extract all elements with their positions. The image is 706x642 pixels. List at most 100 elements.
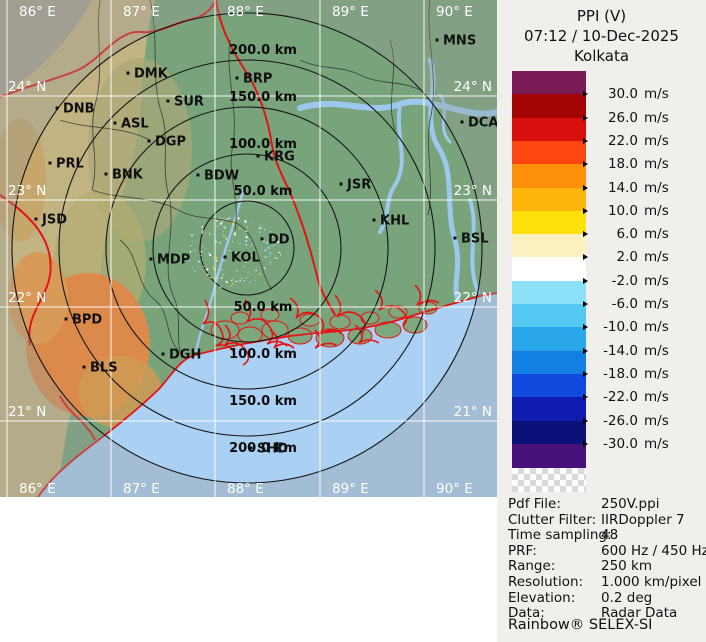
echo-pixel [269, 253, 272, 256]
lat-label: 22° N [454, 290, 492, 306]
echo-pixel [267, 246, 270, 249]
legend-unit: m/s [644, 86, 669, 103]
echo-pixel [221, 218, 223, 219]
lon-label: 89° E [332, 481, 369, 497]
legend-tick-icon [583, 301, 588, 307]
echo-pixel [243, 280, 245, 281]
meta-row: Time sampling: 48 [508, 528, 700, 544]
echo-pixel [260, 227, 262, 229]
city-label: PRL [56, 157, 84, 172]
echo-pixel [223, 225, 225, 228]
echo-pixel [255, 280, 257, 281]
legend-value: -18.0 [603, 365, 638, 382]
echo-pixel [268, 256, 270, 257]
lon-label: 90° E [436, 4, 473, 20]
info-panel: PPI (V) 07:12 / 10-Dec-2025 Kolkata 30.0… [497, 0, 706, 642]
rivers [194, 57, 500, 354]
city-marker-dgp: DGP [147, 135, 186, 150]
meta-label: PRF: [508, 542, 537, 559]
echo-pixel [201, 226, 203, 228]
city-dot-icon [104, 172, 108, 176]
legend-entry: 30.0 m/s [583, 86, 669, 102]
legend-value: 6.0 [616, 226, 638, 243]
echo-pixel [252, 221, 254, 223]
lon-label: 86° E [19, 481, 56, 497]
echo-pixel [216, 277, 218, 279]
city-label: BRP [243, 72, 272, 87]
meta-row: Elevation: 0.2 deg [508, 590, 700, 607]
echo-pixel [204, 232, 207, 234]
city-label: JSD [41, 213, 67, 228]
legend-color-block [512, 397, 586, 421]
legend-color-block [512, 94, 586, 119]
legend-color-block [512, 210, 586, 235]
range-ring [58, 59, 436, 437]
city-label: BSL [461, 232, 489, 247]
echo-pixel [213, 256, 215, 258]
lon-label: 87° E [123, 481, 160, 497]
city-label: KHL [380, 214, 409, 229]
echo-pixel [194, 249, 196, 252]
lon-label: 87° E [123, 4, 160, 20]
legend-unit: m/s [644, 132, 669, 149]
legend-tick-icon [583, 184, 588, 191]
range-ring-label: 150.0 km [229, 90, 297, 105]
legend-tick-icon [583, 324, 588, 331]
legend-unit: m/s [644, 389, 669, 406]
meta-value: 250V.ppi [601, 496, 660, 512]
echo-pixel [246, 226, 249, 228]
station-name: Kolkata [573, 47, 630, 65]
echo-pixel [269, 237, 271, 239]
echo-pixel [190, 250, 191, 253]
echo-pixel [223, 259, 225, 261]
echo-pixel [211, 277, 213, 279]
legend-tick-icon [583, 137, 588, 144]
legend-entry: -6.0 m/s [583, 296, 669, 312]
echo-pixel [231, 241, 233, 243]
echo-pixel [271, 244, 273, 247]
city-label: MNS [443, 34, 476, 49]
delta-islands [210, 301, 438, 348]
echo-pixel [245, 239, 248, 242]
legend-unit: m/s [644, 342, 669, 359]
echo-pixel [269, 231, 271, 233]
legend-color-block [512, 164, 586, 188]
echo-pixel [209, 254, 212, 256]
radar-map: 50.0 km 50.0 km 100.0 km 100.0 km 150.0 km 15… [0, 0, 500, 498]
city-label: SUR [174, 95, 204, 110]
city-marker-kol: KOL [223, 251, 260, 266]
echo-pixel [229, 231, 231, 234]
echo-pixel [204, 247, 206, 249]
legend-tick-icon [583, 417, 588, 424]
legend-value: 10.0 [607, 202, 638, 219]
echo-pixel [222, 234, 224, 236]
legend-tick-icon [583, 161, 588, 168]
district-borders [59, 0, 434, 359]
echo-pixel [265, 249, 267, 251]
lat-label: 24° N [8, 79, 46, 95]
city-label: BNK [112, 168, 144, 183]
echo-pixel [262, 240, 265, 242]
range-ring-label: 200.0 km [229, 43, 297, 58]
echo-pixel [231, 285, 233, 287]
echo-pixel [194, 270, 196, 272]
echo-pixel [202, 245, 204, 247]
legend-tick-icon [583, 370, 588, 377]
range-ring-label: 50.0 km [234, 184, 293, 199]
echo-pixel [239, 227, 241, 230]
legend-value: -14.0 [603, 342, 638, 359]
echo-pixel [190, 245, 192, 247]
city-dot-icon [166, 99, 170, 103]
meta-row: Resolution: 1.000 km/pixel [508, 574, 701, 591]
city-label: DGP [155, 135, 186, 150]
range-ring [199, 200, 295, 296]
meta-label: Clutter Filter: [508, 511, 597, 528]
echo-pixel [209, 234, 211, 236]
meta-row: Clutter Filter: IIRDoppler 7 [508, 511, 700, 529]
meta-value: IIRDoppler 7 [601, 511, 685, 528]
city-dot-icon [372, 218, 376, 222]
legend-color-block [512, 257, 586, 282]
legend-color-block [512, 71, 586, 95]
echo-pixel [237, 241, 239, 243]
city-marker-jsr: JSR [339, 178, 371, 193]
